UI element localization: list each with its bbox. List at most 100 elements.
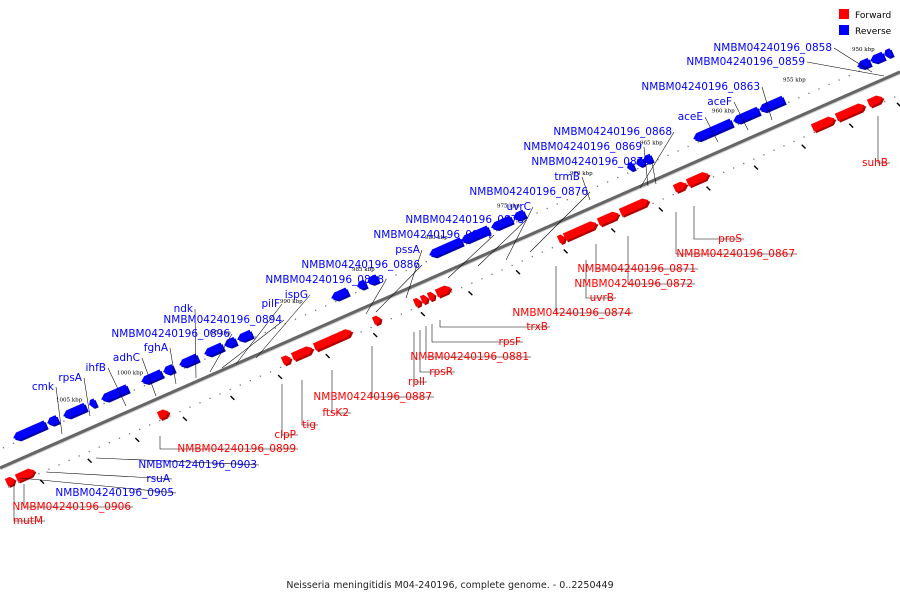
gene-label: NMBM04240196_0871 [577, 263, 696, 275]
forward-gene-arrow[interactable] [14, 468, 35, 482]
reverse-rail-dot [697, 141, 699, 143]
forward-gene-arrow[interactable] [556, 234, 565, 244]
forward-rail-dot [108, 442, 111, 444]
gene-label: rpsF [499, 336, 522, 348]
reverse-gene-arrow[interactable] [357, 279, 367, 290]
reverse-gene-arrow[interactable] [367, 274, 379, 285]
forward-rail-dot [511, 264, 513, 267]
forward-rail-dot [118, 437, 121, 439]
forward-gene-arrow[interactable] [419, 294, 428, 304]
forward-gene-arrow[interactable] [596, 211, 619, 226]
kbp-label: 955 kbp [783, 77, 806, 83]
reverse-gene-arrow[interactable] [47, 415, 59, 426]
label-leader-line [45, 471, 173, 480]
reverse-gene-arrow[interactable] [636, 157, 645, 167]
forward-rail-dot [179, 410, 181, 413]
forward-gene-arrow[interactable] [412, 297, 421, 307]
forward-gene-arrow[interactable] [4, 476, 15, 487]
reverse-gene-arrow[interactable] [693, 118, 733, 141]
kbp-label: 975 kbp [497, 203, 520, 209]
reverse-gene-arrow[interactable] [101, 384, 129, 402]
forward-rail-dot [531, 255, 533, 258]
reverse-gene-arrow[interactable] [733, 106, 760, 124]
forward-gene-arrow[interactable] [810, 116, 835, 132]
major-tick [468, 290, 473, 296]
forward-rail-dot [209, 397, 211, 400]
forward-gene-arrow[interactable] [280, 355, 291, 365]
reverse-gene-arrow[interactable] [204, 342, 224, 356]
reverse-rail-dot [103, 402, 105, 405]
label-leader-line [405, 249, 423, 299]
legend-forward-label: Forward [855, 11, 891, 21]
forward-gene-arrow[interactable] [618, 198, 649, 217]
major-tick [39, 479, 45, 485]
label-leader-line [651, 161, 657, 185]
label-leader-line [477, 219, 527, 267]
forward-gene-arrow[interactable] [562, 221, 597, 241]
reverse-gene-arrow[interactable] [759, 95, 785, 112]
reverse-rail-dot [12, 442, 15, 444]
forward-gene-arrow[interactable] [434, 285, 451, 298]
reverse-gene-arrow[interactable] [179, 353, 199, 367]
major-tick [753, 165, 759, 170]
reverse-gene-arrow[interactable] [89, 398, 97, 408]
reverse-gene-arrow[interactable] [429, 237, 463, 257]
reverse-gene-arrow[interactable] [141, 369, 163, 384]
gene-label: pssA [395, 244, 421, 256]
reverse-gene-arrow[interactable] [13, 420, 47, 440]
forward-rail-dot [189, 406, 191, 408]
forward-gene-arrow[interactable] [426, 291, 435, 301]
kbp-label: 950 kbp [852, 47, 875, 53]
gene-label: NMBM04240196_0859 [686, 56, 805, 68]
gene-label: uvrC [506, 201, 531, 213]
reverse-gene-arrow[interactable] [63, 402, 87, 418]
reverse-gene-arrow[interactable] [513, 209, 526, 220]
label-leader-line [704, 116, 719, 143]
reverse-rail-dot [828, 83, 830, 86]
forward-rail-dot [259, 375, 262, 377]
reverse-gene-arrow[interactable] [627, 161, 635, 171]
label-leader-line [169, 347, 177, 385]
label-leader-line [643, 146, 649, 187]
forward-rail-dot [662, 198, 664, 200]
gene-label: NMBM04240196_0881 [410, 351, 529, 363]
forward-gene-arrow[interactable] [685, 172, 709, 187]
forward-gene-arrow[interactable] [156, 409, 169, 420]
label-leader-line [331, 370, 351, 414]
label-leader-line [431, 324, 523, 343]
forward-rail-dot [88, 450, 90, 453]
forward-gene-arrow[interactable] [312, 329, 352, 351]
forward-rail-dot [471, 282, 473, 284]
reverse-gene-arrow[interactable] [857, 57, 871, 69]
genome-caption: Neisseria meningitidis M04-240196, compl… [286, 580, 613, 591]
reverse-rail-dot [355, 292, 357, 294]
major-tick [563, 248, 569, 254]
reverse-gene-arrow[interactable] [163, 364, 175, 375]
reverse-rail-dot [405, 269, 407, 272]
reverse-rail-dot [818, 88, 820, 90]
label-leader-line [529, 191, 591, 253]
forward-gene-arrow[interactable] [290, 346, 313, 361]
reverse-rail-dot [264, 331, 266, 334]
forward-gene-arrow[interactable] [672, 181, 687, 193]
forward-rail-dot [229, 388, 231, 391]
reverse-gene-arrow[interactable] [884, 48, 893, 58]
reverse-gene-arrow[interactable] [461, 225, 490, 243]
forward-gene-arrow[interactable] [866, 95, 883, 108]
label-leader-line [693, 206, 744, 240]
reverse-gene-arrow[interactable] [237, 329, 253, 342]
label-leaders [13, 47, 890, 522]
label-leader-line [19, 477, 177, 494]
forward-gene-arrow[interactable] [371, 315, 381, 325]
reverse-gene-arrow[interactable] [224, 336, 237, 348]
major-tick [515, 269, 521, 275]
reverse-rail-dot [808, 92, 810, 94]
reverse-gene-arrow[interactable] [870, 51, 885, 63]
label-leader-line [639, 131, 675, 189]
forward-rail-dot [541, 251, 543, 253]
reverse-rail-dot [425, 261, 427, 263]
reverse-gene-arrow[interactable] [491, 215, 513, 230]
forward-gene-arrow[interactable] [834, 103, 865, 122]
reverse-gene-arrow[interactable] [331, 287, 349, 300]
label-leader-line [141, 357, 157, 397]
